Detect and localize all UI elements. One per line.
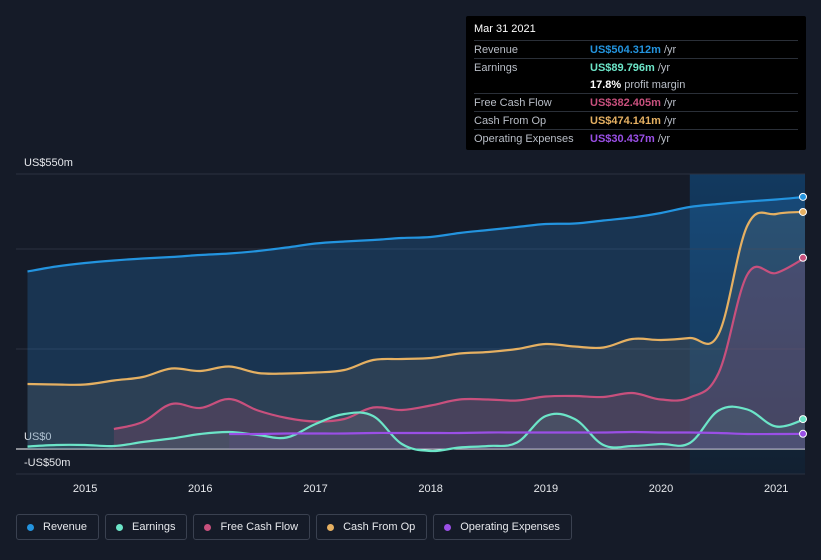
tooltip-unit: /yr	[663, 114, 677, 127]
legend-item-earnings[interactable]: Earnings	[105, 514, 188, 540]
legend-label: Cash From Op	[343, 521, 416, 533]
series-end-dot-cash-from-op	[799, 207, 807, 216]
tooltip-unit: /yr	[657, 132, 671, 145]
x-tick-label: 2016	[188, 483, 212, 495]
series-line-operating-expenses	[229, 430, 806, 436]
x-tick-label: 2021	[764, 483, 788, 495]
tooltip-value: US$382.405m	[590, 96, 661, 109]
legend-item-free-cash-flow[interactable]: Free Cash Flow	[193, 514, 311, 540]
x-tick-label: 2019	[534, 483, 558, 495]
tooltip-value: US$89.796m	[590, 61, 655, 74]
tooltip-label: Free Cash Flow	[474, 96, 552, 109]
y-tick-label: US$0	[24, 431, 52, 443]
legend-label: Revenue	[43, 521, 88, 533]
x-tick-label: 2018	[418, 483, 442, 495]
legend-item-revenue[interactable]: Revenue	[16, 514, 100, 540]
tooltip-label: Earnings	[474, 61, 518, 74]
x-tick-label: 2020	[649, 483, 673, 495]
series-area-free-cash-flow	[113, 257, 805, 449]
tooltip-unit: /yr	[657, 61, 671, 74]
series-area-cash-from-op	[27, 211, 805, 449]
y-tick-label: -US$50m	[24, 457, 70, 469]
legend-dot-icon	[204, 523, 212, 531]
series-line-revenue	[27, 195, 806, 273]
legend-dot-icon	[327, 523, 335, 531]
tooltip-date: Mar 31 2021	[474, 23, 536, 35]
tooltip-row-profit-margin: 17.8% profit margin	[474, 76, 798, 93]
tooltip-value: 17.8%	[590, 78, 622, 91]
tooltip-unit: /yr	[663, 96, 677, 109]
x-tick-label: 2015	[73, 483, 97, 495]
legend-dot-icon	[27, 523, 34, 531]
tooltip-label: Cash From Op	[474, 114, 547, 127]
tooltip-row-operating-expenses: Operating Expenses US$30.437m /yr	[474, 129, 798, 147]
y-tick-label: US$550m	[24, 157, 73, 169]
series-end-dot-operating-expenses	[799, 429, 807, 438]
series-line-earnings	[27, 405, 806, 453]
tooltip-value: US$474.141m	[590, 114, 661, 127]
series-end-dot-revenue	[799, 192, 807, 201]
tooltip-unit: profit margin	[624, 78, 686, 91]
tooltip-row-cash-from-op: Cash From Op US$474.141m /yr	[474, 111, 798, 129]
tooltip-label: Revenue	[474, 43, 519, 56]
tooltip-unit: /yr	[663, 43, 677, 56]
tooltip: Mar 31 2021 Revenue US$504.312m /yr Earn…	[466, 16, 806, 150]
legend-label: Free Cash Flow	[220, 521, 299, 533]
legend-label: Operating Expenses	[460, 521, 560, 533]
series-end-dot-earnings	[799, 415, 807, 424]
legend-item-cash-from-op[interactable]: Cash From Op	[316, 514, 428, 540]
legend-dot-icon	[444, 523, 452, 531]
legend: Revenue Earnings Free Cash Flow Cash Fro…	[16, 514, 572, 540]
legend-label: Earnings	[132, 521, 176, 533]
series-line-free-cash-flow	[113, 256, 806, 431]
legend-dot-icon	[116, 523, 124, 531]
legend-item-operating-expenses[interactable]: Operating Expenses	[433, 514, 572, 540]
tooltip-value: US$30.437m	[590, 132, 655, 145]
chart: US$550m US$0 -US$50m 2015 2016 2017 2018 2019 20…	[16, 157, 807, 495]
tooltip-row-earnings: Earnings US$89.796m /yr	[474, 58, 798, 76]
series-end-dot-free-cash-flow	[799, 253, 807, 262]
tooltip-value: US$504.312m	[590, 43, 661, 56]
tooltip-label: Operating Expenses	[474, 132, 574, 145]
series-area-revenue	[27, 196, 805, 449]
x-tick-label: 2017	[303, 483, 327, 495]
series-line-cash-from-op	[27, 210, 806, 386]
series-area-earnings	[27, 406, 805, 452]
tooltip-row-free-cash-flow: Free Cash Flow US$382.405m /yr	[474, 93, 798, 111]
tooltip-row-revenue: Revenue US$504.312m /yr	[474, 40, 798, 58]
